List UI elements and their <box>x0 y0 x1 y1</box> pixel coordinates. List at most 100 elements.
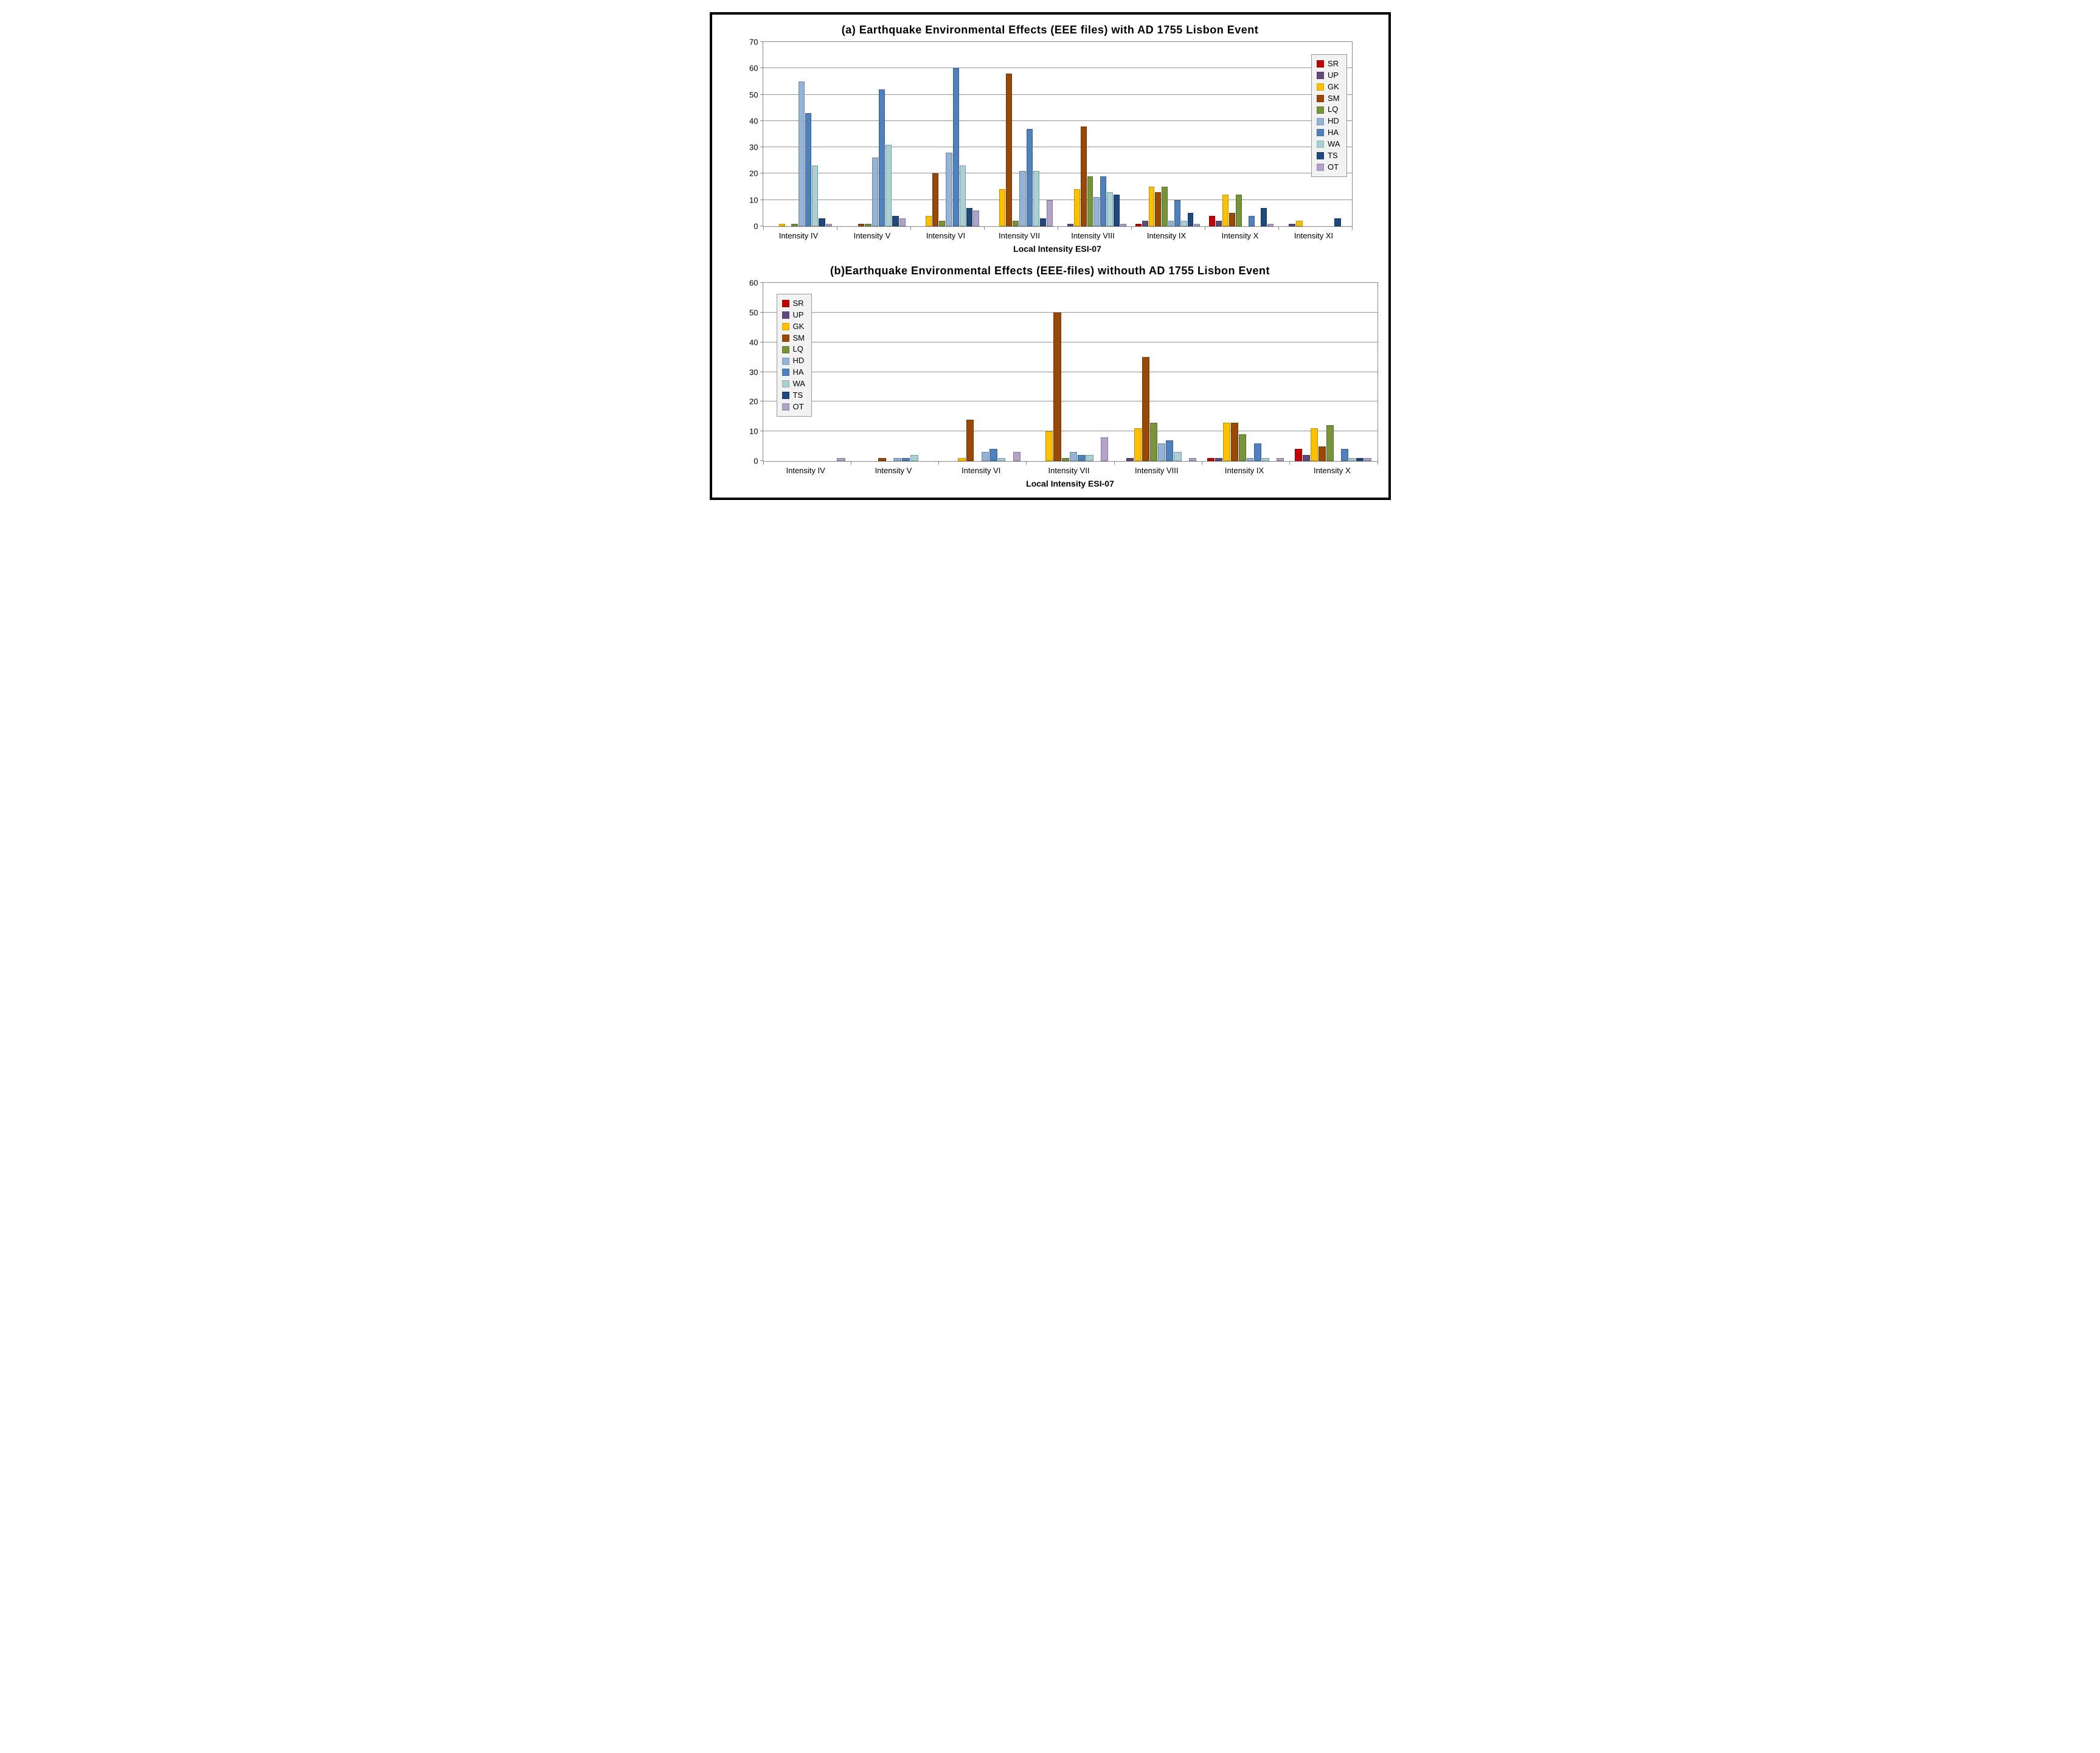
category-group: Intensity VII <box>984 42 1058 226</box>
legend-label: HD <box>1328 116 1339 127</box>
legend-swatch <box>782 369 789 376</box>
bar-LQ <box>1239 434 1246 461</box>
bar-WA <box>1349 458 1356 461</box>
bar-UP <box>1126 458 1134 461</box>
legend-label: SR <box>1328 58 1339 70</box>
bar-SR <box>1135 224 1142 226</box>
bar-OT <box>837 458 845 461</box>
category-label: Intensity XI <box>1276 231 1352 240</box>
bar-TS <box>966 208 972 226</box>
x-tick-mark <box>1352 226 1353 230</box>
bar-WA <box>960 165 966 226</box>
plot-row: Number effects0102030405060Intensity IVI… <box>763 282 1378 462</box>
chart-title: (b)Earthquake Environmental Effects (EEE… <box>727 265 1373 277</box>
legend-label: OT <box>1328 162 1339 173</box>
legend-swatch <box>1317 95 1324 102</box>
bar-SM <box>1155 192 1161 226</box>
bar-SM <box>1081 127 1087 226</box>
legend-row: SR <box>1317 58 1340 70</box>
bar-OT <box>1364 458 1371 461</box>
bar-LQ <box>1087 176 1093 226</box>
plot-row: Number effects010203040506070Intensity I… <box>763 41 1353 227</box>
bar-WA <box>1174 452 1181 461</box>
bar-TS <box>819 218 825 226</box>
category-group: Intensity IX <box>1202 283 1289 461</box>
legend-row: UP <box>782 310 805 321</box>
bar-HD <box>799 82 805 226</box>
bar-GK <box>779 224 785 226</box>
category-bars <box>1135 42 1201 226</box>
legend-swatch <box>782 380 789 387</box>
bar-LQ <box>1013 221 1019 226</box>
bar-OT <box>1120 224 1126 226</box>
bar-HD <box>1168 221 1174 226</box>
category-label: Intensity IV <box>761 466 851 475</box>
category-bars <box>1062 42 1127 226</box>
x-axis-label: Local Intensity ESI-07 <box>763 244 1353 254</box>
bar-WA <box>1107 192 1113 226</box>
bar-WA <box>910 455 918 461</box>
legend-row: SR <box>782 298 805 310</box>
bar-SM <box>1006 74 1012 226</box>
bar-SR <box>1295 449 1302 461</box>
bar-TS <box>1261 208 1267 226</box>
category-bars <box>841 42 906 226</box>
y-tick-label: 40 <box>749 116 763 125</box>
x-tick-mark <box>1114 461 1115 465</box>
y-tick-label: 0 <box>754 457 763 466</box>
category-bars <box>1119 283 1196 461</box>
legend-label: WA <box>793 378 805 390</box>
category-label: Intensity VIII <box>1112 466 1202 475</box>
bar-HA <box>1100 176 1106 226</box>
bar-OT <box>1101 437 1108 461</box>
bars-row: Intensity IVIntensity VIntensity VIInten… <box>763 283 1377 461</box>
bar-HD <box>1247 458 1254 461</box>
x-tick-mark <box>1131 226 1132 230</box>
legend-label: SM <box>793 333 805 344</box>
bar-GK <box>1222 195 1228 226</box>
legend-swatch <box>782 323 789 330</box>
bar-SM <box>1142 357 1149 461</box>
legend-row: SM <box>1317 93 1340 105</box>
y-tick-label: 20 <box>749 397 763 406</box>
legend-label: LQ <box>1328 104 1338 116</box>
bar-UP <box>1216 221 1222 226</box>
bar-HD <box>1070 452 1077 461</box>
chart-a: (a) Earthquake Environmental Effects (EE… <box>727 24 1373 254</box>
bar-SM <box>858 224 864 226</box>
category-bars <box>856 283 933 461</box>
legend-row: WA <box>782 378 805 390</box>
y-tick-label: 30 <box>749 143 763 152</box>
legend-label: OT <box>793 401 804 413</box>
bar-WA <box>1262 458 1269 461</box>
legend-swatch <box>1317 129 1324 136</box>
legend: SRUPGKSMLQHDHAWATSOT <box>777 294 812 417</box>
bar-GK <box>1149 187 1155 226</box>
legend-label: SM <box>1328 93 1340 105</box>
plot-area: 0102030405060Intensity IVIntensity VInte… <box>763 282 1378 462</box>
chart-b: (b)Earthquake Environmental Effects (EEE… <box>727 265 1373 488</box>
category-group: Intensity VI <box>938 283 1026 461</box>
bar-SM <box>932 173 938 226</box>
legend-row: LQ <box>1317 104 1340 116</box>
legend-row: TS <box>1317 150 1340 162</box>
category-group: Intensity VII <box>1026 283 1114 461</box>
bar-HD <box>982 452 989 461</box>
bar-OT <box>1189 458 1196 461</box>
bar-HA <box>1249 216 1255 226</box>
bars-row: Intensity IVIntensity VIntensity VIInten… <box>763 42 1352 226</box>
bar-TS <box>1356 458 1364 461</box>
category-label: Intensity VII <box>982 231 1058 240</box>
category-bars <box>1207 283 1284 461</box>
legend: SRUPGKSMLQHDHAWATSOT <box>1311 54 1346 177</box>
bar-LQ <box>1162 187 1168 226</box>
bar-SM <box>966 420 974 461</box>
y-tick-label: 0 <box>754 222 763 231</box>
x-tick-mark <box>1026 461 1027 465</box>
bar-GK <box>1311 428 1318 461</box>
y-tick-label: 60 <box>749 64 763 73</box>
category-group: Intensity VIII <box>1114 283 1202 461</box>
bar-GK <box>1074 189 1080 226</box>
legend-label: UP <box>1328 70 1339 82</box>
bar-OT <box>899 218 906 226</box>
